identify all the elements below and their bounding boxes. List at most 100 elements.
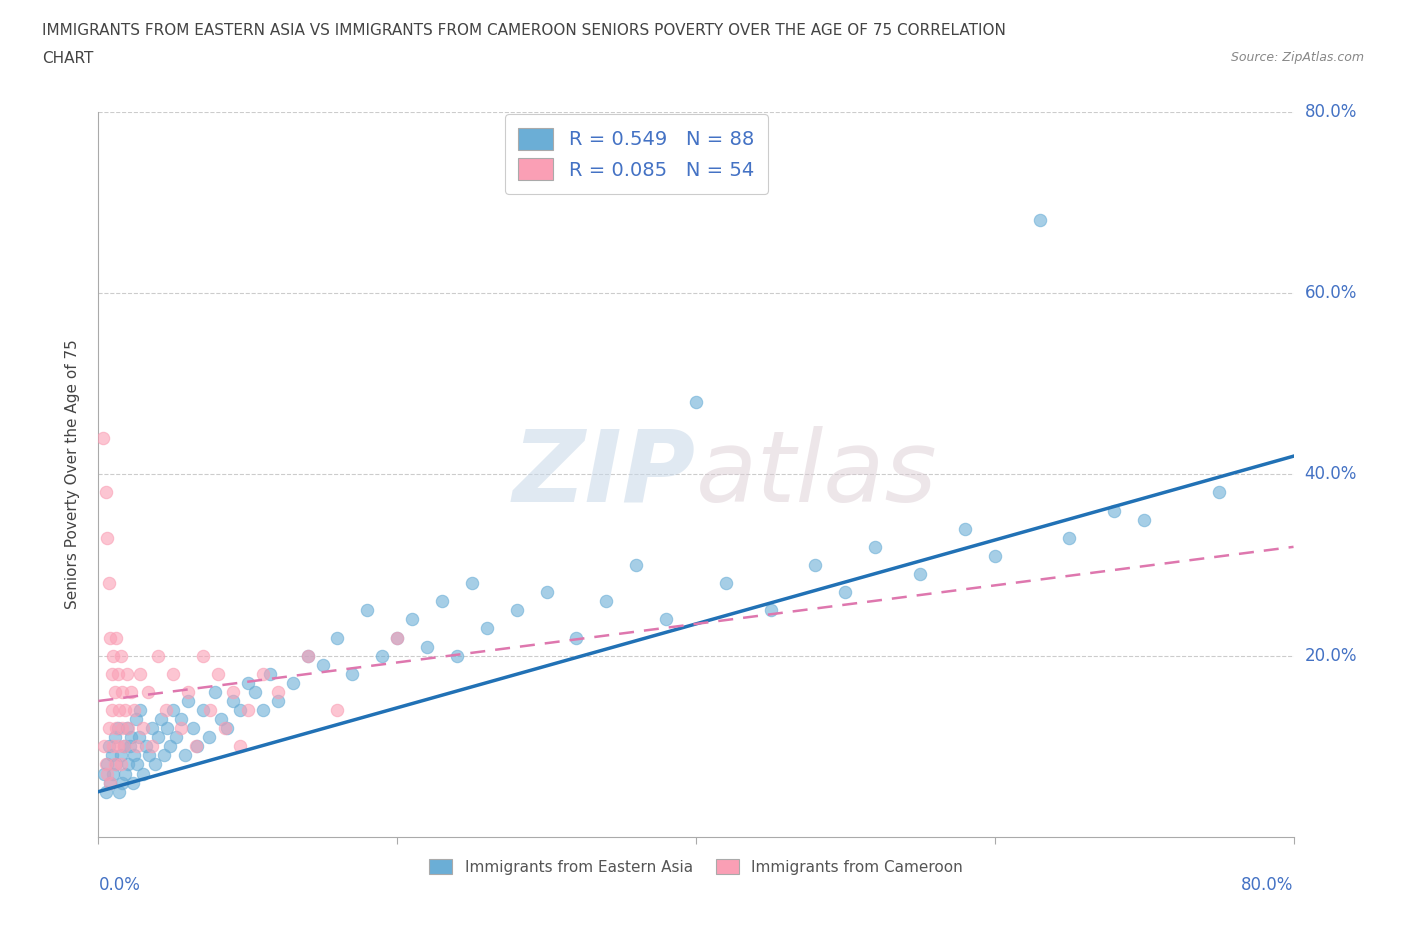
Point xyxy=(214,721,236,736)
Text: atlas: atlas xyxy=(696,426,938,523)
Point xyxy=(159,738,181,753)
Text: IMMIGRANTS FROM EASTERN ASIA VS IMMIGRANTS FROM CAMEROON SENIORS POVERTY OVER TH: IMMIGRANTS FROM EASTERN ASIA VS IMMIGRAN… xyxy=(42,23,1007,38)
Point xyxy=(94,784,117,799)
Point xyxy=(132,766,155,781)
Point xyxy=(1208,485,1230,500)
Point xyxy=(114,766,136,781)
Point xyxy=(101,667,124,682)
Point xyxy=(655,612,678,627)
Point xyxy=(908,566,931,581)
Point xyxy=(98,776,122,790)
Point xyxy=(124,748,146,763)
Point xyxy=(127,738,149,753)
Point xyxy=(148,648,170,663)
Point xyxy=(267,694,290,709)
Point xyxy=(104,757,127,772)
Point xyxy=(110,648,132,663)
Point xyxy=(96,757,118,772)
Point xyxy=(416,639,439,654)
Point xyxy=(108,784,131,799)
Point xyxy=(97,576,120,591)
Point xyxy=(98,631,122,645)
Point xyxy=(105,631,128,645)
Point xyxy=(125,711,148,726)
Point xyxy=(103,738,125,753)
Point xyxy=(222,694,245,709)
Point xyxy=(132,721,155,736)
Point xyxy=(181,721,204,736)
Legend: Immigrants from Eastern Asia, Immigrants from Cameroon: Immigrants from Eastern Asia, Immigrants… xyxy=(420,849,972,884)
Point xyxy=(385,631,409,645)
Point xyxy=(446,648,468,663)
Point xyxy=(1028,213,1050,228)
Point xyxy=(191,648,214,663)
Point xyxy=(141,721,163,736)
Point xyxy=(169,721,191,736)
Point xyxy=(107,667,129,682)
Point xyxy=(103,766,125,781)
Point xyxy=(236,675,259,690)
Point xyxy=(326,703,349,718)
Point xyxy=(222,684,245,699)
Point xyxy=(114,703,136,718)
Point xyxy=(1133,512,1156,527)
Point xyxy=(536,585,558,600)
Point xyxy=(129,667,152,682)
Point xyxy=(198,730,221,745)
Point xyxy=(259,667,281,682)
Point xyxy=(204,684,226,699)
Point xyxy=(356,603,378,618)
Text: 80.0%: 80.0% xyxy=(1305,102,1357,121)
Point xyxy=(148,730,170,745)
Point xyxy=(96,530,118,545)
Point xyxy=(94,757,117,772)
Point xyxy=(385,631,409,645)
Point xyxy=(834,585,856,600)
Point xyxy=(207,667,229,682)
Point xyxy=(177,684,200,699)
Point xyxy=(215,721,238,736)
Point xyxy=(117,721,139,736)
Point xyxy=(229,703,252,718)
Point xyxy=(110,757,132,772)
Point xyxy=(153,748,176,763)
Point xyxy=(103,648,125,663)
Point xyxy=(165,730,187,745)
Point xyxy=(107,721,129,736)
Point xyxy=(141,738,163,753)
Point xyxy=(111,721,134,736)
Point xyxy=(506,603,529,618)
Point xyxy=(714,576,737,591)
Point xyxy=(804,558,827,573)
Point xyxy=(143,757,166,772)
Text: 40.0%: 40.0% xyxy=(1305,465,1357,484)
Point xyxy=(104,684,127,699)
Point xyxy=(311,658,333,672)
Point xyxy=(94,485,117,500)
Point xyxy=(236,703,259,718)
Point xyxy=(112,738,135,753)
Point xyxy=(120,684,142,699)
Point xyxy=(115,721,138,736)
Point xyxy=(685,394,707,409)
Point xyxy=(138,748,160,763)
Point xyxy=(155,703,177,718)
Point xyxy=(759,603,782,618)
Point xyxy=(184,738,207,753)
Point xyxy=(124,703,146,718)
Point xyxy=(191,703,214,718)
Text: 0.0%: 0.0% xyxy=(98,876,141,894)
Point xyxy=(461,576,484,591)
Point xyxy=(401,612,423,627)
Point xyxy=(136,684,159,699)
Point xyxy=(91,431,114,445)
Point xyxy=(115,667,138,682)
Point xyxy=(105,721,128,736)
Point xyxy=(984,549,1007,564)
Point xyxy=(200,703,222,718)
Point xyxy=(245,684,267,699)
Text: ZIP: ZIP xyxy=(513,426,696,523)
Point xyxy=(162,703,184,718)
Point xyxy=(129,703,152,718)
Point xyxy=(565,631,588,645)
